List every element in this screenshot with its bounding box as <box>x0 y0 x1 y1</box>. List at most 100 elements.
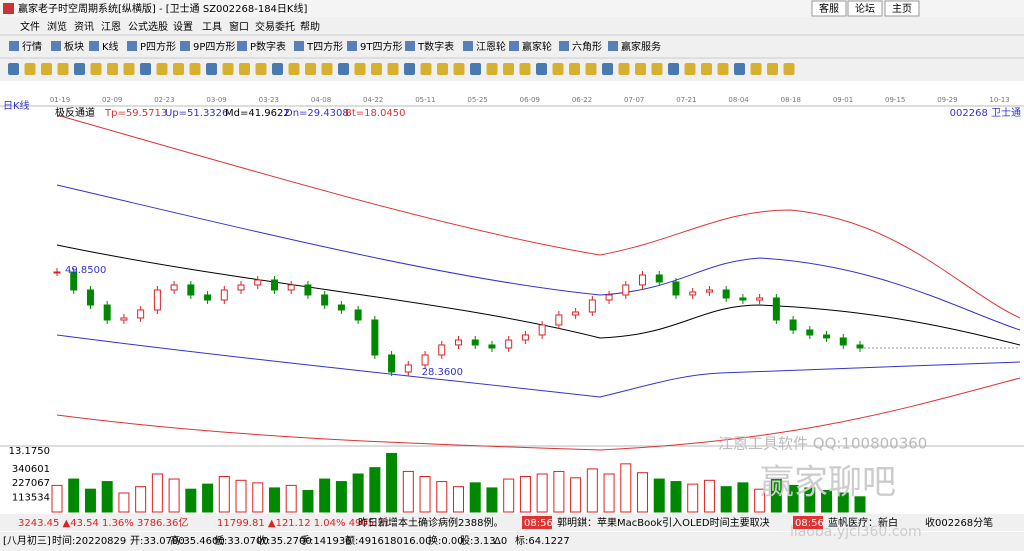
tool-icon[interactable] <box>552 63 564 75</box>
ticker-item[interactable]: 3243.45 ▲43.54 1.36% 3786.36亿 <box>18 516 188 529</box>
toolbar-icon[interactable] <box>9 41 19 51</box>
tool-icon[interactable] <box>288 63 300 75</box>
title-button[interactable] <box>884 0 920 17</box>
tool-icon[interactable] <box>750 63 762 75</box>
ticker-item[interactable]: 08:56 <box>795 518 824 529</box>
menu-item[interactable]: 公式选股 <box>128 20 168 33</box>
tool-icon[interactable] <box>156 63 168 75</box>
tool-icon[interactable] <box>618 63 630 75</box>
tool-icon[interactable] <box>321 63 333 75</box>
tool-icon[interactable] <box>123 63 135 75</box>
toolbar-icon[interactable] <box>294 41 304 51</box>
tool-icon[interactable] <box>272 63 283 75</box>
menu-item[interactable]: 资讯 <box>74 21 94 33</box>
menu-item[interactable]: 帮助 <box>300 20 320 33</box>
title-button-label[interactable]: 论坛 <box>855 2 875 15</box>
menu-item[interactable]: 交易委托 <box>255 20 295 33</box>
tool-icon[interactable] <box>503 63 514 75</box>
tool-icon[interactable] <box>222 63 234 75</box>
title-button[interactable] <box>847 0 883 17</box>
tool-icon[interactable] <box>189 63 201 75</box>
tool-icon[interactable] <box>767 63 778 75</box>
toolbar-item[interactable]: P四方形 <box>140 40 176 53</box>
title-button-label[interactable]: 主页 <box>892 3 912 15</box>
tool-icon[interactable] <box>74 63 85 75</box>
tool-icon[interactable] <box>41 63 52 75</box>
tool-icon[interactable] <box>536 63 547 75</box>
tool-icon[interactable] <box>585 63 597 75</box>
toolbar-icon[interactable] <box>180 41 190 51</box>
tool-icon[interactable] <box>684 63 696 75</box>
toolbar-icon[interactable] <box>237 41 247 51</box>
tool-icon[interactable] <box>140 63 151 75</box>
toolbar-item[interactable]: 行情 <box>22 40 42 53</box>
toolbar-item[interactable]: 赢家轮 <box>522 40 552 53</box>
menu-item[interactable]: 窗口 <box>229 20 249 33</box>
ticker-item[interactable]: 昨日新增本土确诊病例2388例。 <box>358 516 503 529</box>
tool-icon[interactable] <box>602 63 613 75</box>
tool-icon[interactable] <box>437 63 448 75</box>
title-button-label[interactable]: 客服 <box>819 2 839 15</box>
toolbar-item[interactable]: T数字表 <box>417 40 454 53</box>
menu-item[interactable]: 设置 <box>173 21 193 33</box>
toolbar-icon[interactable] <box>463 41 473 51</box>
ticker-item[interactable]: 蓝帆医疗：新白 <box>828 516 898 529</box>
tool-icon[interactable] <box>354 63 366 75</box>
menu-item[interactable]: 工具 <box>202 21 222 33</box>
toolbar-icon[interactable] <box>608 41 618 51</box>
ticker-item[interactable]: 11799.81 ▲121.12 1.04% 4905.21 <box>217 518 390 529</box>
menu-item[interactable]: 江恩 <box>101 21 121 33</box>
tool-icon[interactable] <box>8 63 19 75</box>
tool-icon[interactable] <box>206 63 217 75</box>
tool-icon[interactable] <box>519 63 531 75</box>
tool-icon[interactable] <box>569 63 580 75</box>
tool-icon[interactable] <box>24 63 36 75</box>
tool-icon[interactable] <box>734 63 745 75</box>
tool-icon[interactable] <box>173 63 184 75</box>
toolbar-item[interactable]: 9P四方形 <box>193 40 235 53</box>
ticker-item[interactable]: 08:56 <box>524 518 553 529</box>
toolbar-icon[interactable] <box>347 41 357 51</box>
tool-icon[interactable] <box>635 63 646 75</box>
tool-icon[interactable] <box>107 63 118 75</box>
toolbar-icon[interactable] <box>509 41 519 51</box>
tool-icon[interactable] <box>717 63 729 75</box>
tool-icon[interactable] <box>701 63 712 75</box>
toolbar-item[interactable]: 板块 <box>64 40 84 53</box>
toolbar-item[interactable]: K线 <box>102 40 119 53</box>
tool-icon[interactable] <box>783 63 795 75</box>
menu-item[interactable]: 浏览 <box>47 20 67 33</box>
tool-icon[interactable] <box>453 63 465 75</box>
news-time-bg <box>793 516 823 529</box>
tool-icon[interactable] <box>371 63 382 75</box>
candle <box>505 339 513 349</box>
toolbar-item[interactable]: 六角形 <box>572 41 602 53</box>
ticker-item[interactable]: 收002268分笔 <box>925 516 993 529</box>
tool-icon[interactable] <box>57 63 69 75</box>
toolbar-item[interactable]: P数字表 <box>250 40 286 53</box>
tool-icon[interactable] <box>338 63 349 75</box>
tool-icon[interactable] <box>470 63 481 75</box>
tool-icon[interactable] <box>651 63 663 75</box>
tool-icon[interactable] <box>486 63 498 75</box>
toolbar-icon[interactable] <box>127 41 137 51</box>
tool-icon[interactable] <box>305 63 316 75</box>
tool-icon[interactable] <box>90 63 102 75</box>
title-button[interactable] <box>811 0 847 17</box>
toolbar-icon[interactable] <box>559 41 569 51</box>
tool-icon[interactable] <box>404 63 415 75</box>
toolbar-item[interactable]: 9T四方形 <box>360 40 402 53</box>
toolbar-item[interactable]: 赢家服务 <box>621 40 661 53</box>
tool-icon[interactable] <box>239 63 250 75</box>
ticker-item[interactable]: 郭明錤：苹果MacBook引入OLED时间主要取决 <box>557 516 770 529</box>
menu-item[interactable]: 文件 <box>20 20 40 33</box>
toolbar-item[interactable]: 江恩轮 <box>476 40 506 53</box>
tool-icon[interactable] <box>420 63 432 75</box>
tool-icon[interactable] <box>387 63 399 75</box>
toolbar-item[interactable]: T四方形 <box>306 40 343 53</box>
toolbar-icon[interactable] <box>89 41 99 51</box>
tool-icon[interactable] <box>668 63 679 75</box>
toolbar-icon[interactable] <box>405 41 415 51</box>
tool-icon[interactable] <box>255 63 267 75</box>
toolbar-icon[interactable] <box>51 41 61 51</box>
